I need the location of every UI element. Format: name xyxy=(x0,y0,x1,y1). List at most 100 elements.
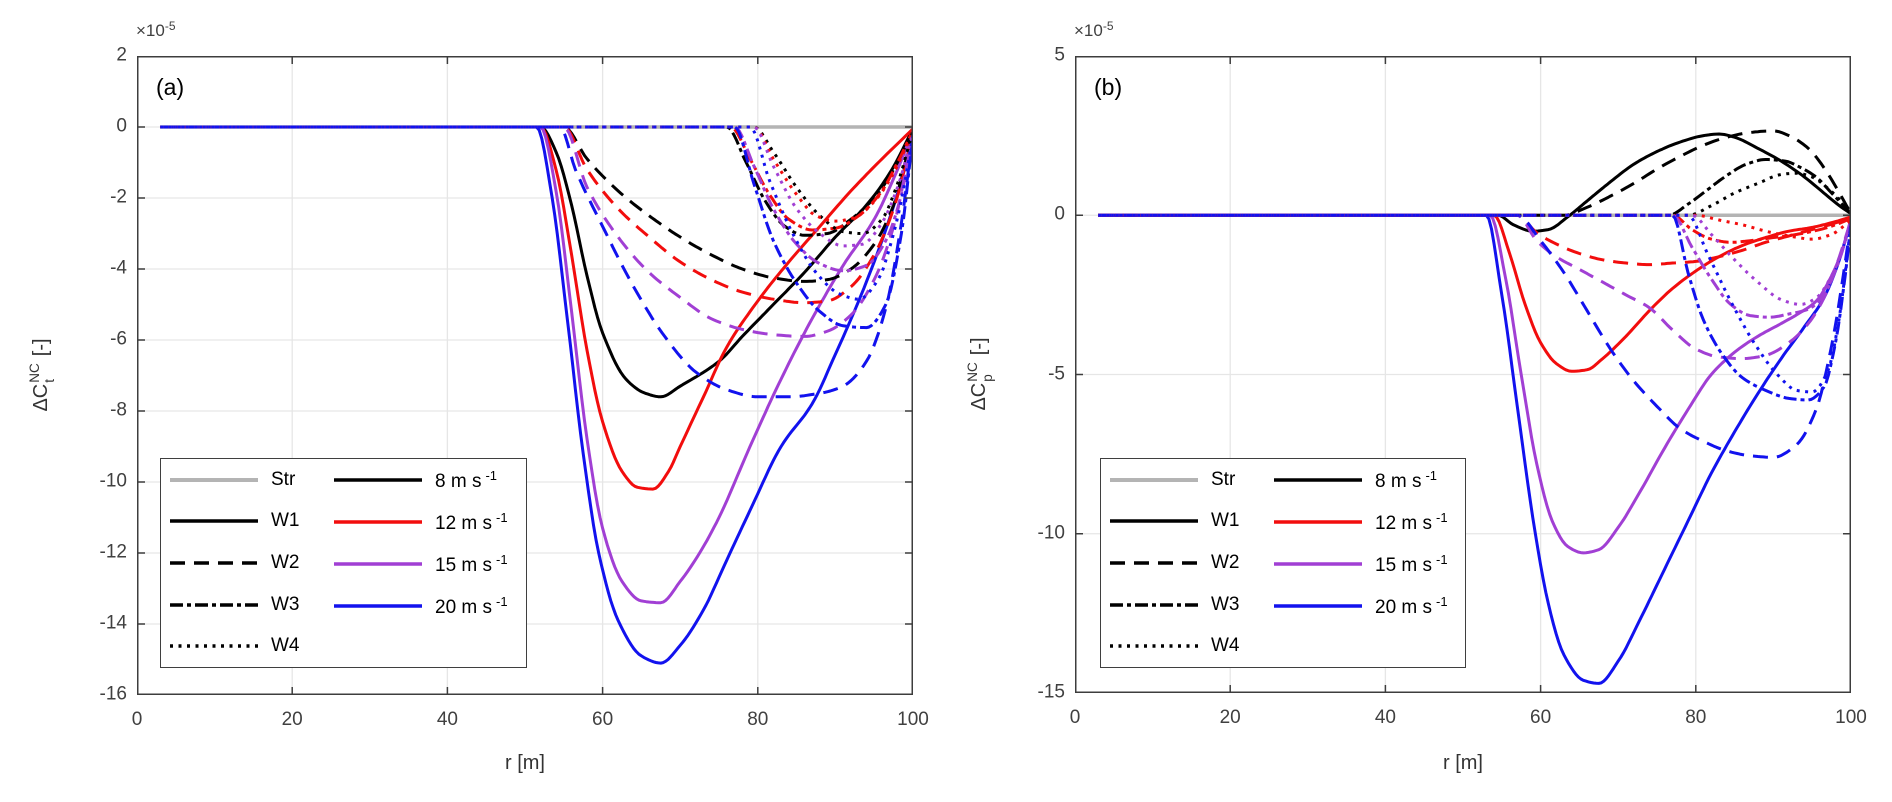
legend-item-w3: W3 xyxy=(1109,584,1267,626)
curve-w2-12ms xyxy=(1098,213,1851,267)
exponent-base-b: ×10 xyxy=(1074,21,1103,40)
curve-w2-8ms xyxy=(160,125,913,283)
legend-label-12-m-s: 12 m s -1 xyxy=(435,509,508,534)
x-axis-label-a: r [m] xyxy=(505,752,545,774)
x-tick-label: 20 xyxy=(1219,707,1241,728)
y-tick-label: -12 xyxy=(99,541,127,563)
y-label-sup-a: NC xyxy=(27,363,43,383)
legend-models-column: Str W1 W2 W3 W4 xyxy=(161,459,327,667)
y-tick-label: -14 xyxy=(99,612,127,634)
x-tick-label: 60 xyxy=(592,709,614,730)
y-tick-label: -10 xyxy=(1037,522,1065,544)
legend-label-15-m-s: 15 m s -1 xyxy=(1375,551,1448,576)
legend-item-w4: W4 xyxy=(169,625,327,667)
legend-line-sample xyxy=(1110,602,1198,607)
legend-line-sample xyxy=(334,478,422,482)
curve-w4-8ms xyxy=(1098,171,1851,217)
panel-tag-b: (b) xyxy=(1094,74,1123,100)
curve-w4-12ms xyxy=(1098,213,1851,241)
legend-line-sample xyxy=(1274,520,1362,524)
y-label-units-b: [-] xyxy=(968,337,991,356)
legend-line-sample xyxy=(334,562,422,566)
y-tick-label: -2 xyxy=(110,186,127,208)
legend-label-12-m-s: 12 m s -1 xyxy=(1375,509,1448,534)
y-axis-label-b: ΔC NC p [-] xyxy=(965,337,995,410)
legend-speeds-column: 8 m s -1 12 m s -1 15 m s -1 20 m s -1 xyxy=(327,459,508,667)
y-tick-label: 0 xyxy=(116,115,127,137)
y-tick-label: -4 xyxy=(110,257,127,279)
curve-w3-15ms xyxy=(1098,213,1851,319)
legend-line-sample xyxy=(170,602,258,607)
legend-line-sample xyxy=(334,604,422,608)
curve-w4-12ms xyxy=(160,125,913,223)
legend-item-15-m-s: 15 m s -1 xyxy=(333,543,508,585)
curve-w2-20ms xyxy=(160,125,913,399)
legend-label-w4: W4 xyxy=(1211,635,1240,657)
legend-label-20-m-s: 20 m s -1 xyxy=(1375,593,1448,618)
legend-line-sample xyxy=(170,644,258,648)
legend-label-20-m-s: 20 m s -1 xyxy=(435,593,508,618)
legend-superscript: -1 xyxy=(1436,509,1448,525)
y-axis-label-a: ΔC NC t [-] xyxy=(27,338,57,411)
exponent-power-b: -5 xyxy=(1102,19,1114,33)
y-label-sub-a: t xyxy=(42,378,57,383)
panel-tag-a: (a) xyxy=(156,74,185,100)
curve-w3-8ms xyxy=(1098,158,1851,217)
legend-label-8-m-s: 8 m s -1 xyxy=(435,467,498,492)
legend-item-12-m-s: 12 m s -1 xyxy=(1273,501,1448,543)
legend-item-w1: W1 xyxy=(169,501,327,543)
y-label-symbol-b: ΔC xyxy=(968,382,991,411)
y-tick-label: -10 xyxy=(99,470,127,492)
y-tick-label: -16 xyxy=(99,683,127,705)
legend-label-w4: W4 xyxy=(271,635,300,657)
x-axis-label-b: r [m] xyxy=(1443,752,1483,774)
curve-w4-8ms xyxy=(160,125,913,235)
legend-superscript: -1 xyxy=(496,509,508,525)
legend-item-20-m-s: 20 m s -1 xyxy=(333,585,508,627)
legend-label-str: Str xyxy=(1211,468,1236,490)
y-label-sub-b: p xyxy=(980,374,995,382)
x-tick-label: 100 xyxy=(1835,707,1867,728)
legend-superscript: -1 xyxy=(496,551,508,567)
curve-w2-15ms xyxy=(1098,213,1851,361)
plot-area-b xyxy=(1075,56,1851,693)
curve-w4-20ms xyxy=(1098,213,1851,394)
legend-line-sample xyxy=(1110,477,1198,482)
x-tick-label: 0 xyxy=(1069,707,1081,728)
legend-superscript: -1 xyxy=(485,467,498,483)
x-tick-label: 80 xyxy=(1685,707,1707,728)
legend-label-w2: W2 xyxy=(271,551,300,573)
legend-superscript: -1 xyxy=(1425,467,1438,483)
legend-item-20-m-s: 20 m s -1 xyxy=(1273,585,1448,627)
legend-line-sample xyxy=(1110,561,1198,565)
x-tick-label: 20 xyxy=(281,709,303,730)
y-tick-label: -6 xyxy=(110,328,127,350)
legend-item-w4: W4 xyxy=(1109,625,1267,667)
legend-item-12-m-s: 12 m s -1 xyxy=(333,501,508,543)
y-axis-exponent-b: ×10-5 xyxy=(1074,19,1114,41)
legend-item-w2: W2 xyxy=(169,542,327,584)
legend-item-w3: W3 xyxy=(169,584,327,626)
legend-models-column: Str W1 W2 W3 W4 xyxy=(1101,459,1267,667)
y-tick-label: 2 xyxy=(116,44,127,66)
legend-item-8-m-s: 8 m s -1 xyxy=(1273,459,1448,501)
curve-w3-12ms xyxy=(160,125,913,232)
legend-label-w2: W2 xyxy=(1211,551,1240,573)
legend-label-8-m-s: 8 m s -1 xyxy=(1375,467,1438,492)
legend-line-sample xyxy=(334,520,422,524)
legend-line-sample xyxy=(170,477,258,482)
y-tick-label: 5 xyxy=(1054,44,1065,66)
legend-label-w3: W3 xyxy=(271,593,300,615)
legend-label-w1: W1 xyxy=(1211,510,1240,532)
exponent-base-a: ×10 xyxy=(136,21,165,40)
x-tick-label: 80 xyxy=(747,709,769,730)
legend-superscript: -1 xyxy=(1436,551,1448,567)
legend-b: Str W1 W2 W3 W4 8 m s -1 12 m s -1 15 m s -1 20 m s… xyxy=(1100,458,1466,668)
curve-w1-8ms xyxy=(160,125,913,399)
curve-w2-15ms xyxy=(160,125,913,338)
y-label-supsub-a: NC t xyxy=(27,363,58,383)
x-tick-label: 40 xyxy=(436,709,458,730)
axes-box xyxy=(137,56,913,695)
legend-superscript: -1 xyxy=(1436,593,1448,609)
legend-item-8-m-s: 8 m s -1 xyxy=(333,459,508,501)
